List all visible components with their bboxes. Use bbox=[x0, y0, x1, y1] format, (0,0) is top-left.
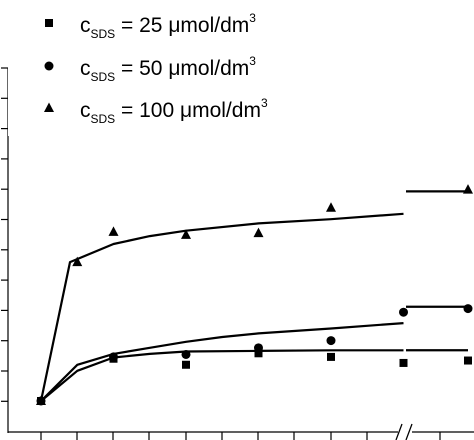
series-2-point-2 bbox=[109, 352, 118, 362]
series-3-point-4 bbox=[181, 229, 191, 239]
series-1-point-7 bbox=[464, 356, 472, 365]
legend-label-1: cSDS = 25 μmol/dm3 bbox=[80, 11, 256, 41]
legend-label-2: cSDS = 50 μmol/dm3 bbox=[80, 54, 256, 84]
series-3-point-3 bbox=[108, 226, 119, 236]
fit-curve-2 bbox=[40, 322, 404, 402]
series-3-point-5 bbox=[253, 227, 264, 238]
data-markers bbox=[36, 184, 473, 406]
series-3-point-1 bbox=[36, 395, 46, 405]
legend-label-3: cSDS = 100 μmol/dm3 bbox=[80, 96, 268, 126]
fit-curve-3 bbox=[39, 212, 404, 402]
legend: cSDS = 25 μmol/dm3 cSDS = 50 μmol/dm3 cSDS… bbox=[8, 0, 270, 136]
series-1-point-3 bbox=[182, 360, 190, 369]
series-2-point-4 bbox=[254, 343, 263, 353]
series-1-point-6 bbox=[399, 358, 408, 367]
series-2-point-5 bbox=[326, 336, 336, 346]
series-1-point-4 bbox=[254, 349, 263, 358]
series-3-point-2 bbox=[72, 256, 83, 267]
series-3-point-6 bbox=[326, 202, 336, 212]
axis-break-mark bbox=[405, 423, 413, 440]
axis-break-mark bbox=[395, 423, 403, 440]
series-2-point-7 bbox=[463, 304, 473, 314]
fit-curve-1 bbox=[40, 349, 404, 402]
series-1-point-5 bbox=[327, 352, 335, 361]
legend-marker-3 bbox=[44, 102, 54, 112]
legend-marker-2 bbox=[44, 61, 54, 71]
legend-marker-1 bbox=[45, 19, 53, 27]
series-3-point-7 bbox=[463, 184, 473, 194]
fit-curves bbox=[39, 190, 468, 402]
series-2-point-6 bbox=[399, 307, 408, 317]
axes bbox=[1, 67, 474, 440]
series-2-point-3 bbox=[181, 349, 191, 359]
